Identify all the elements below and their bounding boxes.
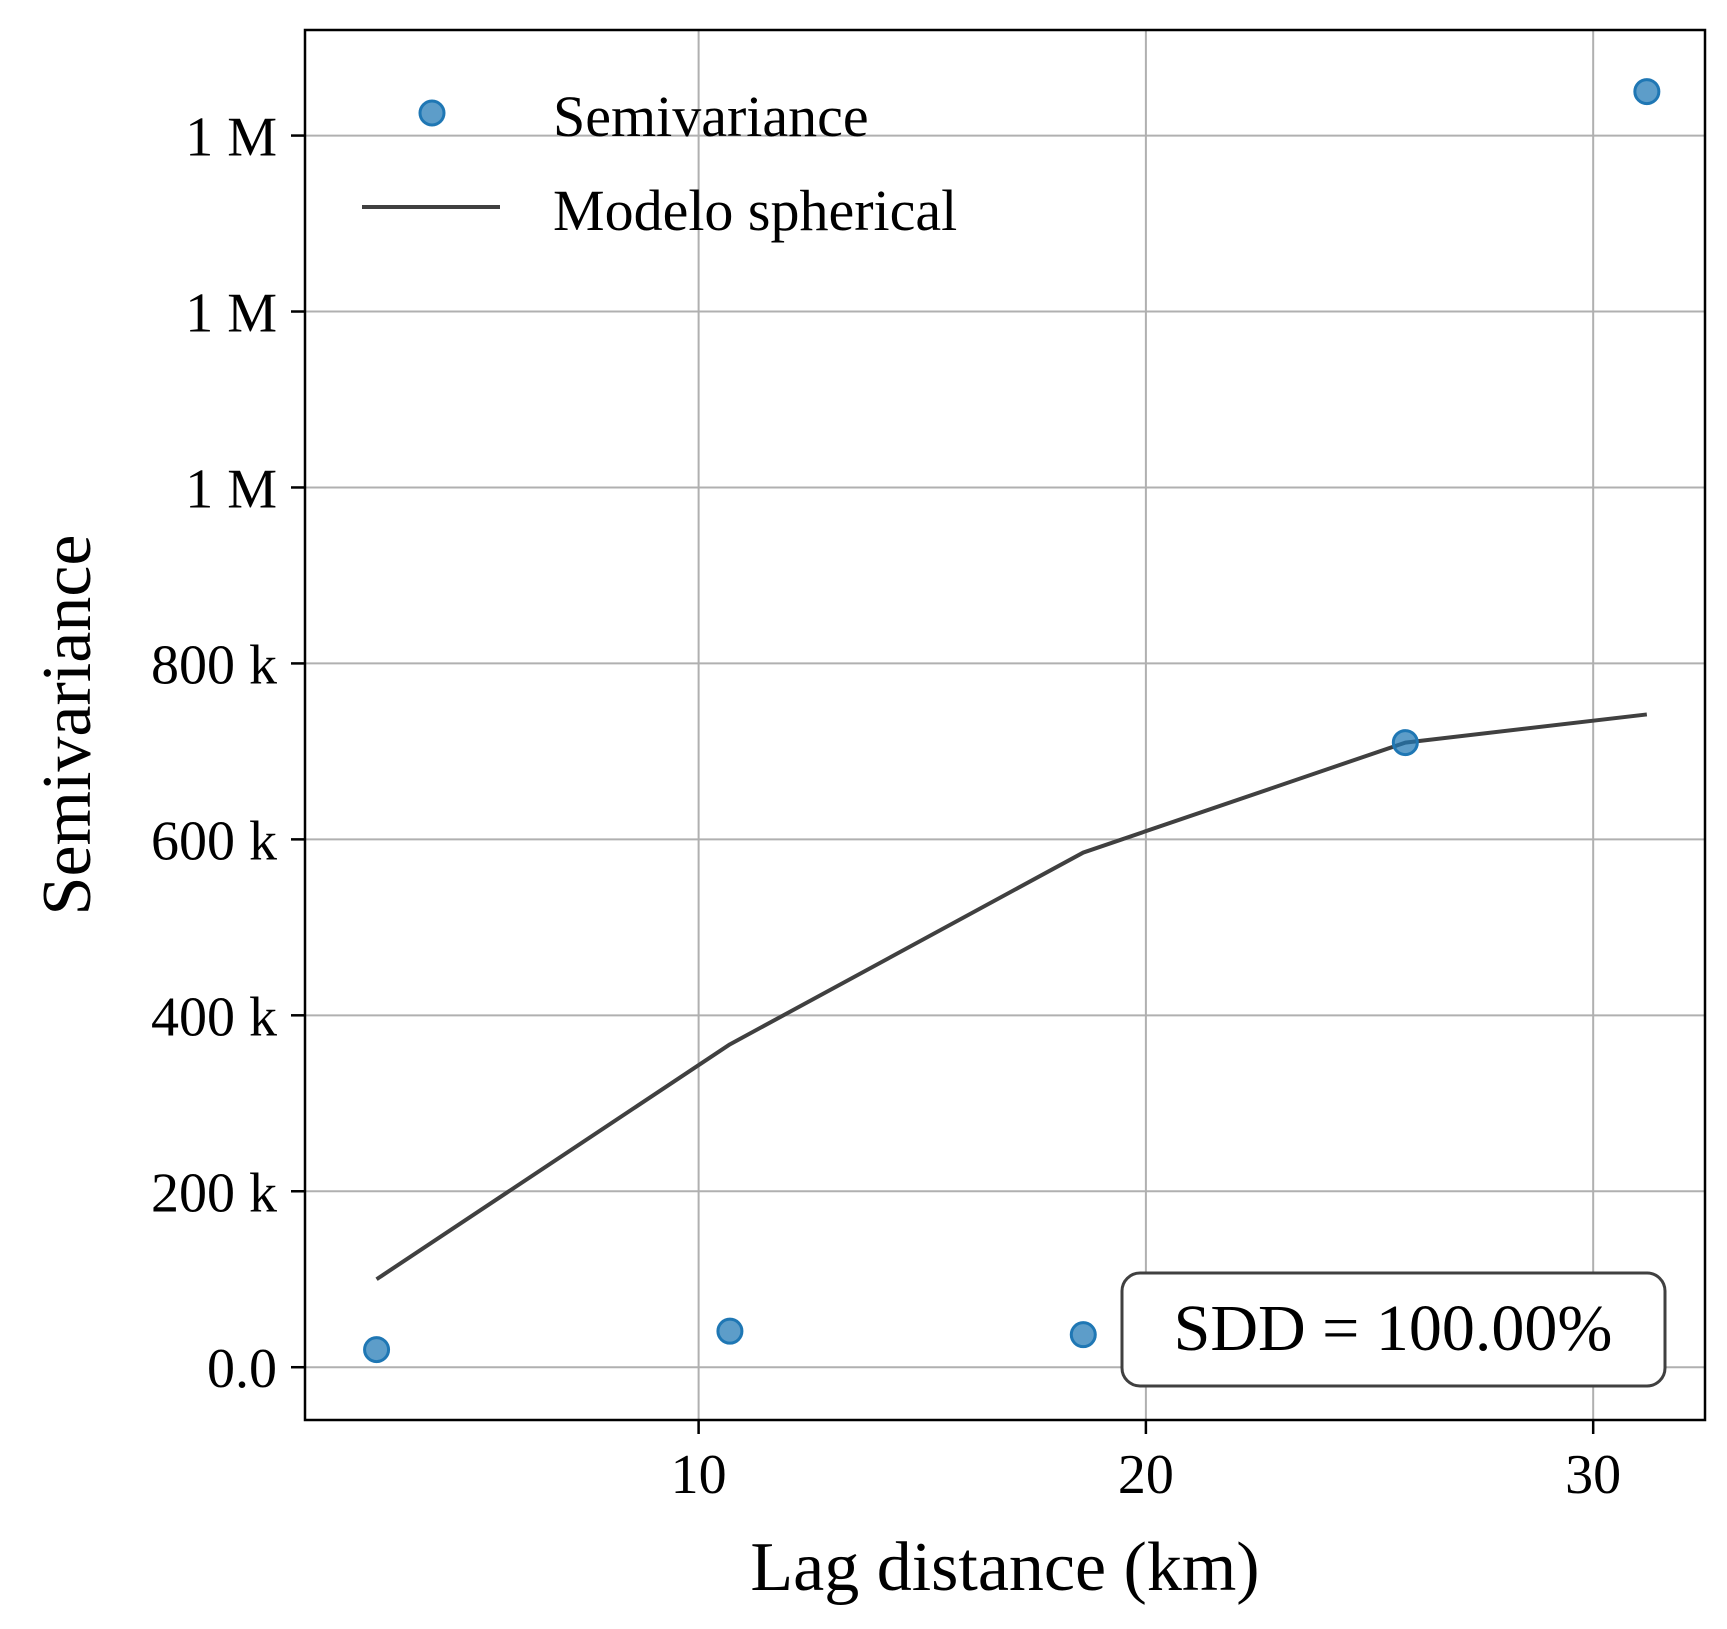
- y-tick-label: 800 k: [151, 634, 277, 696]
- y-axis-title: Semivariance: [29, 535, 106, 916]
- sdd-annotation-text: SDD = 100.00%: [1174, 1292, 1613, 1365]
- sdd-annotation-box: [1120, 1271, 1667, 1388]
- y-axis-ticks: 0.0 200 k 400 k 600 k 800 k 1 M 1 M 1 M: [151, 107, 305, 1400]
- x-axis-title: Lag distance (km): [750, 1529, 1259, 1606]
- y-tick-label: 1 M: [185, 283, 277, 345]
- semivariance-point: [1633, 78, 1661, 106]
- x-tick-label: 30: [1565, 1444, 1621, 1506]
- x-axis-ticks: 10 20 30: [671, 1420, 1621, 1506]
- plot-frame: [303, 28, 1707, 1422]
- sdd-annotation: SDD = 100.00%: [1120, 1271, 1667, 1388]
- semivariance-point: [1391, 729, 1419, 757]
- legend: Semivariance Modelo spherical: [362, 84, 957, 243]
- y-tick-label: 400 k: [151, 986, 277, 1048]
- semivariance-point: [1069, 1321, 1097, 1349]
- y-tick-label: 1 M: [185, 107, 277, 169]
- x-tick-label: 10: [671, 1444, 727, 1506]
- semivariance-point: [716, 1317, 744, 1345]
- legend-semivariance-marker: [418, 99, 446, 127]
- x-tick-label: 20: [1118, 1444, 1174, 1506]
- y-tick-label: 200 k: [151, 1162, 277, 1224]
- legend-model-label: Modelo spherical: [553, 178, 957, 243]
- semivariance-series: [363, 78, 1661, 1364]
- legend-semivariance-label: Semivariance: [553, 84, 869, 149]
- grid: [305, 30, 1705, 1420]
- y-tick-label: 1 M: [185, 458, 277, 520]
- y-tick-label: 600 k: [151, 810, 277, 872]
- semivariance-point: [363, 1336, 391, 1364]
- model-series: [375, 712, 1648, 1281]
- y-tick-label: 0.0: [207, 1338, 277, 1400]
- model-line: [375, 712, 1648, 1281]
